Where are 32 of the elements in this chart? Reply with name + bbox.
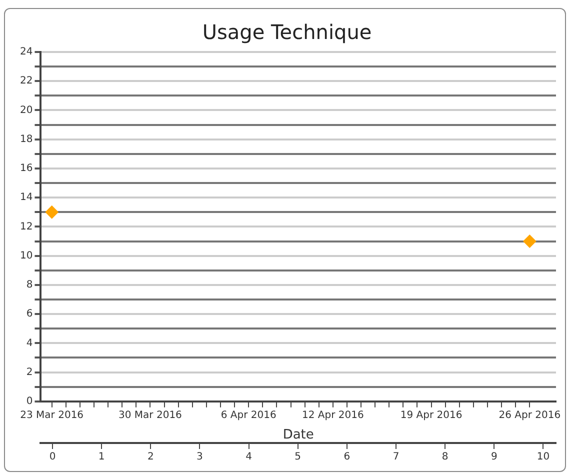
y-tick-label: 22 (20, 76, 33, 87)
x2-tick-label: 10 (536, 452, 550, 463)
chart-title: Usage Technique (202, 20, 372, 44)
x2-tick-label: 2 (147, 452, 154, 463)
x-tick-label: 23 Mar 2016 (20, 410, 84, 421)
x2-tick-label: 6 (344, 452, 350, 463)
x2-tick-label: 8 (442, 452, 448, 463)
x2-tick-label: 9 (490, 452, 498, 463)
x-tick-label: 26 Apr 2016 (498, 410, 561, 421)
y-tick-label: 20 (20, 104, 33, 116)
y-tick-label: 6 (26, 308, 33, 320)
y-tick-label: 10 (20, 250, 33, 262)
x2-tick-label: 5 (294, 452, 302, 463)
x2-tick-label: 1 (98, 452, 105, 463)
x-axis-title: Date (282, 428, 314, 443)
y-tick-label: 0 (26, 396, 33, 407)
x2-tick-label: 3 (196, 452, 203, 463)
x-tick-label: 12 Apr 2016 (302, 410, 364, 421)
y-tick-label: 8 (26, 280, 33, 291)
y-tick-label: 4 (26, 338, 33, 349)
y-tick-label: 14 (20, 192, 33, 204)
x2-tick-label: 4 (246, 452, 252, 463)
y-tick-label: 24 (20, 46, 33, 58)
x-tick-label: 6 Apr 2016 (220, 410, 276, 421)
x-tick-label: 30 Mar 2016 (118, 410, 182, 421)
y-tick-label: 12 (20, 221, 33, 232)
y-tick-label: 2 (26, 366, 33, 378)
y-tick-label: 16 (20, 163, 33, 174)
x2-tick-label: 7 (392, 452, 400, 463)
x2-tick-label: 0 (49, 452, 56, 463)
x-tick-label: 19 Apr 2016 (400, 410, 462, 421)
y-tick-label: 18 (20, 134, 33, 145)
